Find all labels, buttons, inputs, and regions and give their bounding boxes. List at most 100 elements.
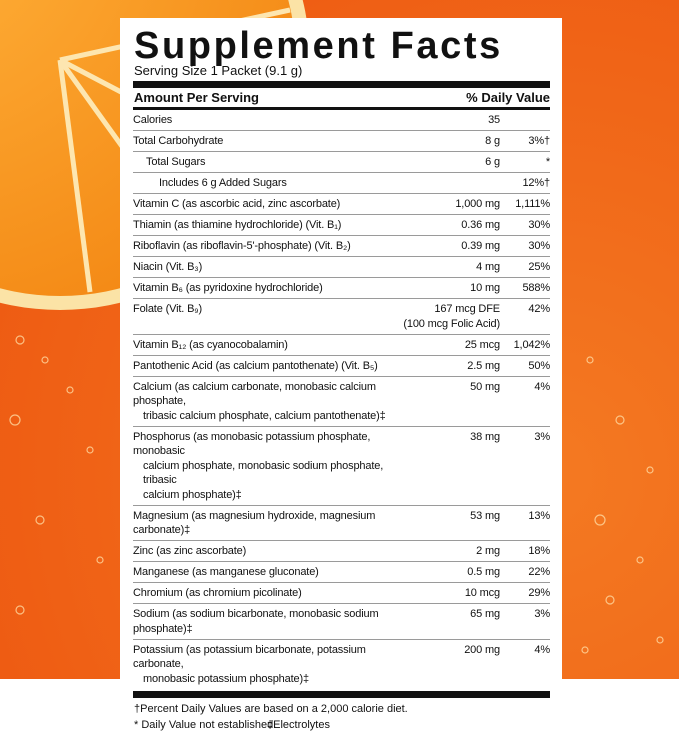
nutrient-label: Folate (Vit. B₉) xyxy=(133,302,400,331)
nutrient-label: Riboflavin (as riboflavin-5'-phosphate) … xyxy=(133,239,400,254)
dv-cell xyxy=(500,113,550,128)
daily-value: 4% xyxy=(534,643,550,656)
amount: 2.5 mg xyxy=(467,359,500,372)
bubbles xyxy=(9,335,664,654)
amount: 167 mcg DFE xyxy=(434,303,500,315)
daily-value: 3% xyxy=(534,608,550,620)
amount: 200 mg xyxy=(464,643,500,656)
amount-cell: 25 mcg xyxy=(400,338,500,353)
dv-cell: 30% xyxy=(500,218,550,233)
label-line: Riboflavin (as riboflavin-5'-phosphate) … xyxy=(133,240,351,252)
nutrient-label: Total Carbohydrate xyxy=(133,134,400,149)
label-line: calcium phosphate)‡ xyxy=(143,488,242,501)
amount-cell: 10 mcg xyxy=(400,586,500,601)
nutrient-label: Manganese (as manganese gluconate) xyxy=(133,565,400,580)
nutrient-label: Pantothenic Acid (as calcium pantothenat… xyxy=(133,359,400,374)
nutrient-label: Calcium (as calcium carbonate, monobasic… xyxy=(133,380,400,424)
amount: 1,000 mg xyxy=(455,198,500,210)
amount-cell: 1,000 mg xyxy=(400,197,500,212)
dv-cell: 25% xyxy=(500,260,550,275)
amount: 50 mg xyxy=(470,380,500,393)
nutrient-label: Vitamin B₆ (as pyridoxine hydrochloride) xyxy=(133,281,400,296)
facts-table: Calories 35 Total Carbohydrate 8 g 3%† Total … xyxy=(133,110,550,689)
amount: 65 mg xyxy=(470,608,500,620)
amount: 53 mg xyxy=(470,509,500,522)
facts-row: Vitamin B₁₂ (as cyanocobalamin) 25 mcg 1,0… xyxy=(133,333,551,355)
label-line: Vitamin B₆ (as pyridoxine hydrochloride) xyxy=(133,282,323,294)
facts-row: Includes 6 g Added Sugars 12%† xyxy=(133,172,550,193)
facts-panel: Supplement Facts Serving Size 1 Packet (… xyxy=(120,18,562,731)
amount-cell: 35 xyxy=(400,113,500,128)
label-line: tribasic calcium phosphate, calcium pant… xyxy=(143,409,386,422)
serving-size: Serving Size 1 Packet (9.1 g) xyxy=(134,63,303,78)
amount: 4 mg xyxy=(476,261,500,273)
daily-value: 30% xyxy=(528,240,550,252)
amount-cell: 2.5 mg xyxy=(400,359,500,374)
label-line: Includes 6 g Added Sugars xyxy=(159,177,287,189)
amount-cell: 8 g xyxy=(400,134,500,149)
label-line: Vitamin C (as ascorbic acid, zinc ascorb… xyxy=(133,198,341,210)
daily-value: 50% xyxy=(528,359,550,372)
dv-cell: 42% xyxy=(500,302,550,331)
daily-value: * xyxy=(545,156,550,168)
amount: 2 mg xyxy=(476,545,500,557)
footnote: * Daily Value not established. xyxy=(134,719,277,731)
amount-cell: 50 mg xyxy=(400,380,500,424)
dv-cell: 18% xyxy=(500,544,550,559)
label-line: Magnesium (as magnesium hydroxide, magne… xyxy=(133,509,376,537)
daily-value: 22% xyxy=(528,566,550,578)
nutrient-label: Niacin (Vit. B₃) xyxy=(133,260,400,275)
nutrient-label: Thiamin (as thiamine hydrochloride) (Vit… xyxy=(133,218,400,233)
nutrient-label: Includes 6 g Added Sugars xyxy=(133,176,400,191)
dv-cell: * xyxy=(500,155,550,170)
daily-value: 588% xyxy=(522,282,550,294)
daily-value: 25% xyxy=(528,261,550,273)
dv-cell: 3%† xyxy=(500,134,550,149)
amount-note: (100 mcg Folic Acid) xyxy=(403,317,500,330)
dv-cell: 12%† xyxy=(500,176,550,191)
daily-value: 29% xyxy=(528,587,550,599)
facts-row: Vitamin C (as ascorbic acid, zinc ascorb… xyxy=(133,193,550,214)
label-line: Niacin (Vit. B₃) xyxy=(133,261,203,273)
nutrient-label: Potassium (as potassium bicarbonate, pot… xyxy=(133,643,400,687)
label-line: Potassium (as potassium bicarbonate, pot… xyxy=(133,643,366,671)
amount-cell: 65 mg xyxy=(400,607,500,636)
facts-row: Zinc (as zinc ascorbate) 2 mg 18% xyxy=(133,540,550,561)
amount-cell: 167 mcg DFE (100 mcg Folic Acid) xyxy=(400,302,500,331)
daily-value: 4% xyxy=(534,380,550,393)
daily-value: 18% xyxy=(528,545,550,557)
facts-row: Folate (Vit. B₉) 167 mcg DFE (100 mcg Foli… xyxy=(133,298,550,334)
amount-cell: 6 g xyxy=(400,155,500,170)
dv-cell: 50% xyxy=(500,359,550,374)
dv-cell: 1,042% xyxy=(500,338,551,353)
dv-cell: 3% xyxy=(500,607,550,636)
dv-heading: % Daily Value xyxy=(466,90,550,105)
footnote: †Percent Daily Values are based on a 2,0… xyxy=(134,703,408,715)
label-line: Vitamin B₁₂ (as cyanocobalamin) xyxy=(133,338,288,351)
daily-value: 42% xyxy=(528,303,550,315)
facts-row: Total Sugars 6 g * xyxy=(133,151,550,172)
amount-cell xyxy=(400,176,500,191)
amount-cell: 200 mg xyxy=(400,643,500,687)
label-line: Calcium (as calcium carbonate, monobasic… xyxy=(133,380,376,408)
nutrient-label: Chromium (as chromium picolinate) xyxy=(133,586,400,601)
dv-cell: 22% xyxy=(500,565,550,580)
nutrient-label: Calories xyxy=(133,113,400,128)
facts-row: Sodium (as sodium bicarbonate, monobasic… xyxy=(133,603,550,639)
label-line: Pantothenic Acid (as calcium pantothenat… xyxy=(133,359,378,372)
label-line: Total Carbohydrate xyxy=(133,135,224,147)
facts-row: Thiamin (as thiamine hydrochloride) (Vit… xyxy=(133,214,550,235)
amount: 10 mcg xyxy=(464,587,500,599)
nutrient-label: Phosphorus (as monobasic potassium phosp… xyxy=(133,430,400,503)
nutrient-label: Vitamin B₁₂ (as cyanocobalamin) xyxy=(133,338,400,353)
amount-cell: 4 mg xyxy=(400,260,500,275)
facts-row: Niacin (Vit. B₃) 4 mg 25% xyxy=(133,256,550,277)
amount: 0.36 mg xyxy=(461,219,500,231)
facts-row: Vitamin B₆ (as pyridoxine hydrochloride)… xyxy=(133,277,550,298)
facts-row: Calcium (as calcium carbonate, monobasic… xyxy=(133,375,550,426)
amount: 0.5 mg xyxy=(467,566,500,578)
amount-cell: 0.39 mg xyxy=(400,239,500,254)
amount: 35 xyxy=(488,114,500,126)
amount: 38 mg xyxy=(470,430,500,443)
